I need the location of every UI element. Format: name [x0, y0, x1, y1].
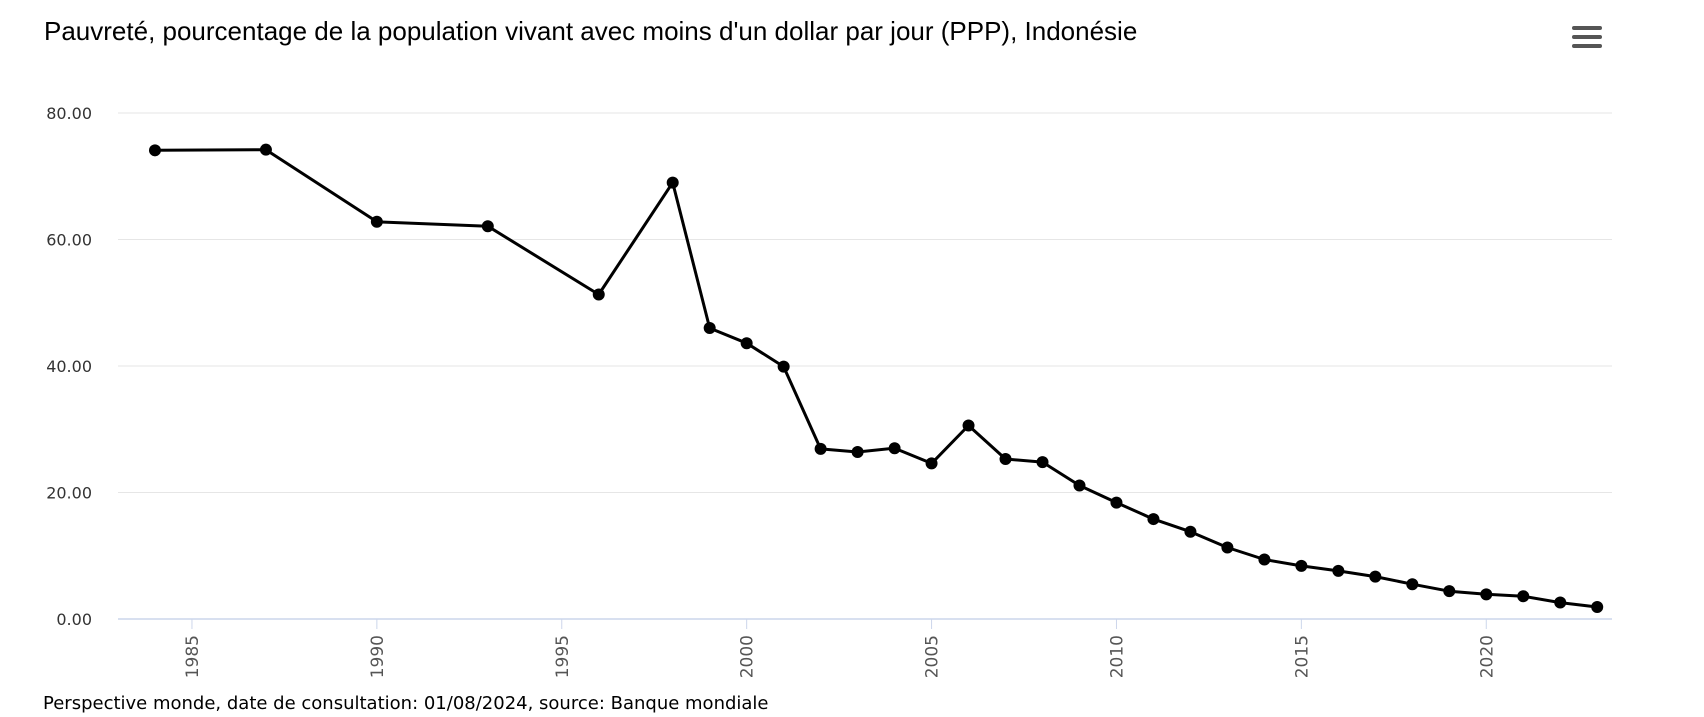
hamburger-menu-icon[interactable] — [1572, 26, 1602, 52]
data-point[interactable] — [1184, 525, 1197, 538]
data-point[interactable] — [1258, 553, 1271, 566]
data-point[interactable] — [592, 288, 605, 301]
data-point[interactable] — [962, 419, 975, 432]
data-point[interactable] — [1332, 564, 1345, 577]
chart-title: Pauvreté, pourcentage de la population v… — [44, 16, 1138, 46]
data-point[interactable] — [481, 220, 494, 233]
x-tick-label: 2015 — [1292, 635, 1312, 678]
x-tick-label: 2010 — [1107, 635, 1127, 678]
data-point[interactable] — [1295, 559, 1308, 572]
data-point[interactable] — [1554, 596, 1567, 609]
data-point[interactable] — [1369, 570, 1382, 583]
data-point[interactable] — [1073, 479, 1086, 492]
x-tick-label: 2005 — [923, 635, 943, 678]
y-tick-label: 40.00 — [46, 357, 92, 376]
data-point[interactable] — [1221, 541, 1234, 554]
y-axis-labels: 0.00 20.00 40.00 60.00 80.00 — [46, 104, 92, 629]
x-tick-label: 2020 — [1477, 635, 1497, 678]
data-point[interactable] — [851, 446, 864, 459]
data-point[interactable] — [148, 144, 161, 157]
data-point[interactable] — [1517, 590, 1530, 603]
series-layer — [148, 143, 1604, 613]
y-tick-label: 80.00 — [46, 104, 92, 123]
data-point[interactable] — [1110, 496, 1123, 509]
data-point[interactable] — [1406, 578, 1419, 591]
data-point[interactable] — [370, 215, 383, 228]
x-tick-label: 2000 — [738, 635, 758, 678]
x-axis: 1985 1990 1995 2000 2005 2010 2015 2020 — [118, 618, 1612, 678]
y-tick-label: 60.00 — [46, 231, 92, 250]
data-point[interactable] — [925, 457, 938, 470]
data-point[interactable] — [1480, 588, 1493, 601]
data-point[interactable] — [814, 442, 827, 455]
data-point[interactable] — [259, 143, 272, 156]
data-point[interactable] — [1443, 585, 1456, 598]
data-point[interactable] — [703, 322, 716, 335]
source-note: Perspective monde, date de consultation:… — [43, 693, 769, 714]
data-point[interactable] — [1591, 600, 1604, 613]
y-tick-label: 20.00 — [46, 484, 92, 503]
data-point[interactable] — [999, 452, 1012, 465]
data-point[interactable] — [740, 337, 753, 350]
data-point[interactable] — [1036, 456, 1049, 469]
data-point[interactable] — [777, 360, 790, 373]
data-point[interactable] — [1147, 513, 1160, 526]
y-tick-label: 0.00 — [56, 610, 92, 629]
x-tick-label: 1985 — [183, 635, 203, 678]
data-point[interactable] — [888, 442, 901, 455]
x-tick-label: 1990 — [368, 635, 388, 678]
data-point[interactable] — [666, 176, 679, 189]
series-line — [154, 148, 1598, 609]
x-tick-label: 1995 — [553, 635, 573, 678]
grid-lines — [118, 112, 1612, 493]
